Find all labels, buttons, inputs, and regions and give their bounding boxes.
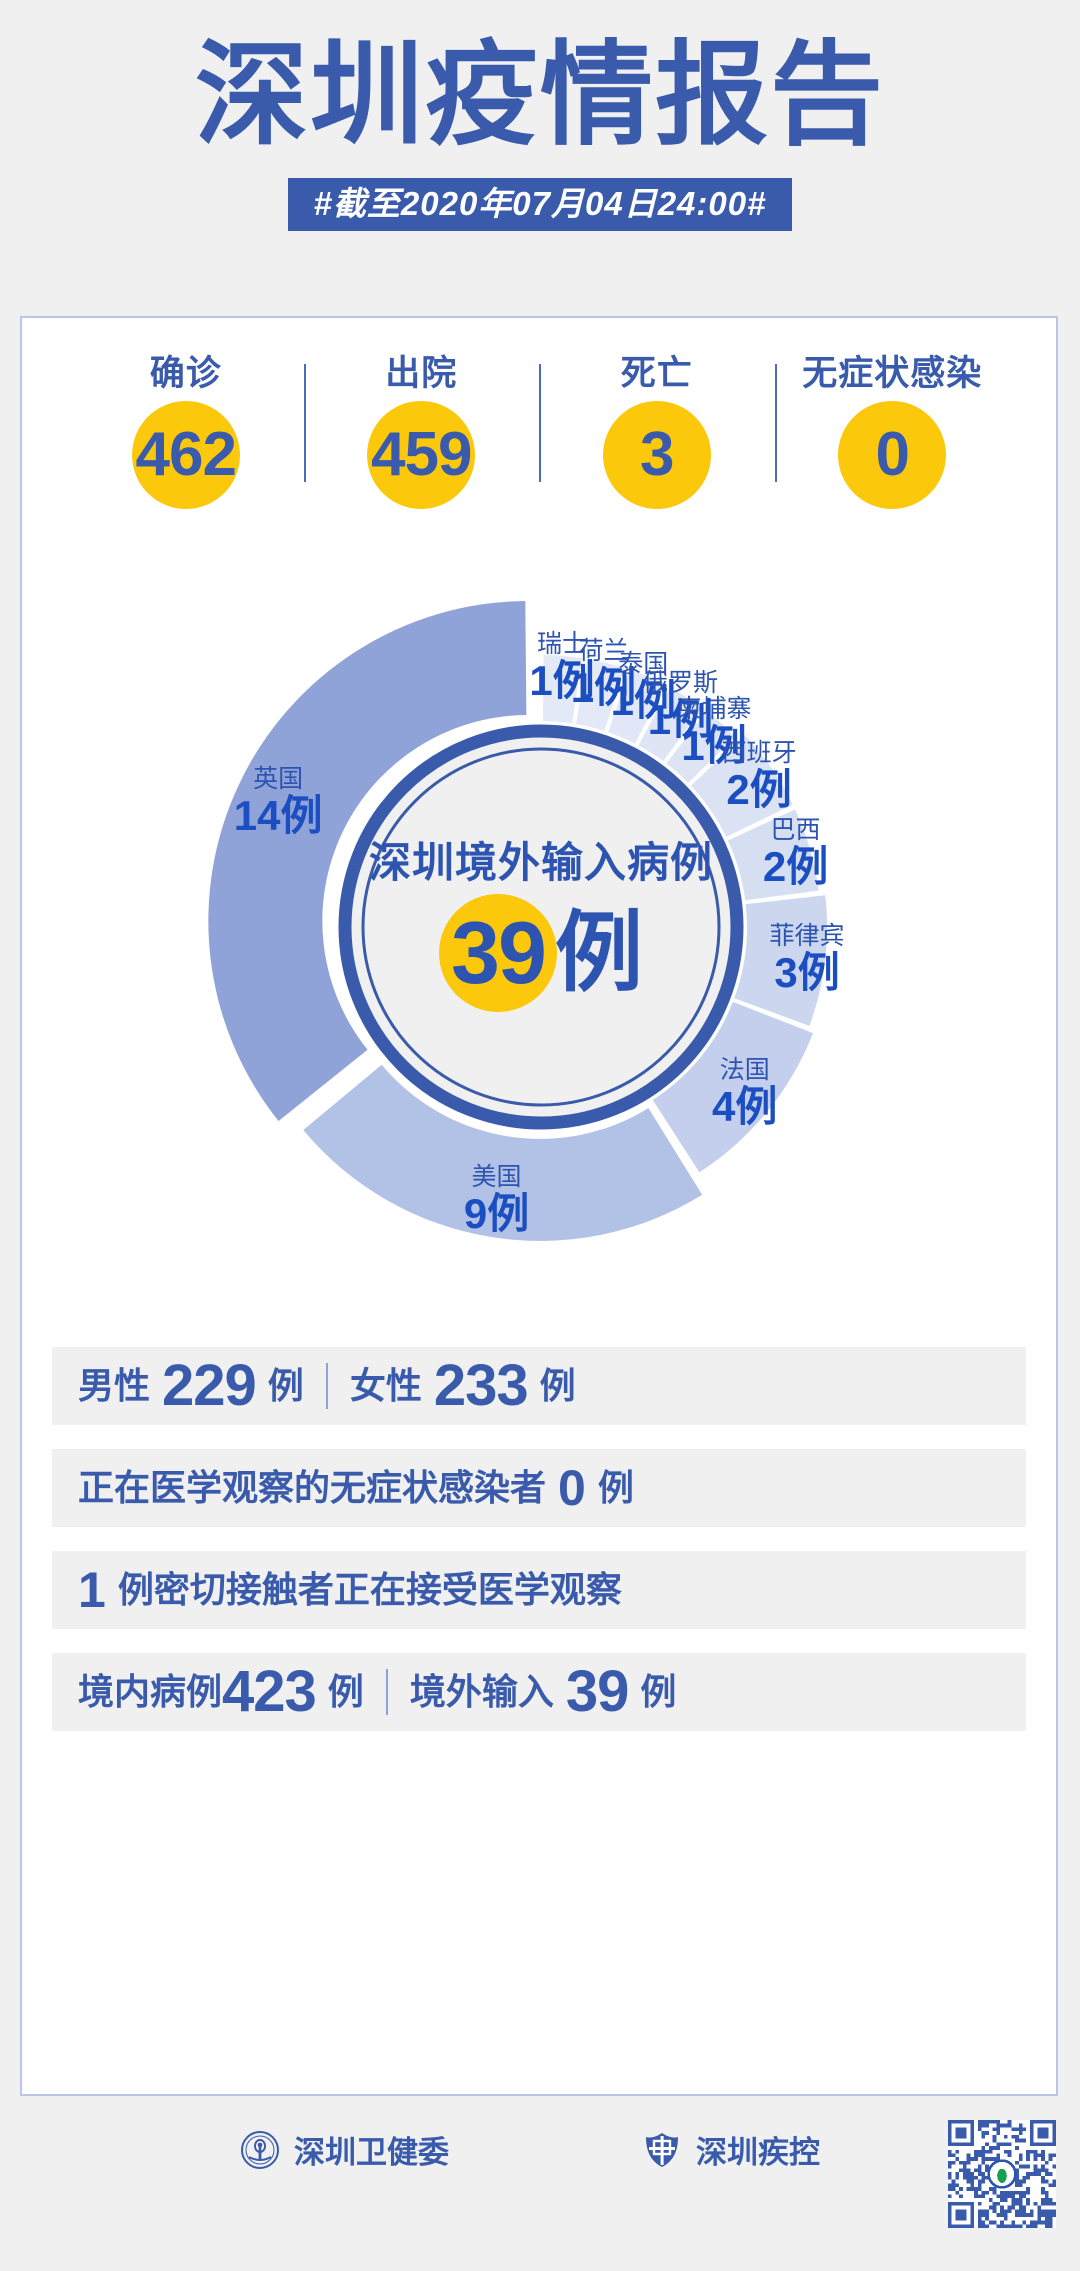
asymptomatic-unit: 例 (597, 1467, 634, 1508)
stat-asymptomatic: 无症状感染 0 (774, 354, 1011, 509)
stat-label: 确诊 (149, 354, 222, 393)
donut-svg (208, 601, 827, 1241)
female-unit: 例 (539, 1365, 576, 1406)
domestic-value: 423 (222, 1659, 317, 1724)
stat-value: 459 (371, 420, 472, 489)
asymptomatic-label: 正在医学观察的无症状感染者 (78, 1467, 547, 1508)
health-commission-emblem-icon (240, 2130, 280, 2175)
stat-label: 死亡 (620, 354, 693, 393)
close-contact-label: 例密切接触者正在接受医学观察 (117, 1569, 622, 1610)
report-date-banner: #截至2020年07月04日24:00# (287, 178, 793, 232)
donut-slice (542, 655, 583, 724)
page-footer: 深圳卫健委 深圳疾控 (0, 2108, 1080, 2268)
qr-code-icon[interactable] (948, 2120, 1056, 2228)
imported-unit: 例 (640, 1671, 677, 1712)
stat-discharged: 出院 459 (303, 354, 540, 509)
donut-slice (208, 601, 527, 1121)
cdc-shield-icon (642, 2130, 682, 2175)
imported-cases-donut-chart: 深圳境外输入病例 39 例 瑞士 1例 荷兰 1例 泰国 1例 俄罗斯 1例 柬埔寨 1例 西班牙 2… (22, 535, 1060, 1345)
stat-deaths: 死亡 3 (539, 356, 775, 509)
donut-slice (575, 658, 625, 731)
female-label: 女性 (349, 1365, 422, 1406)
stat-value: 462 (135, 420, 237, 489)
male-label: 男性 (78, 1365, 151, 1406)
info-row-asymptomatic-observation: 正在医学观察的无症状感染者 0 例 (52, 1449, 1026, 1527)
stat-label: 无症状感染 (802, 354, 983, 393)
domestic-unit: 例 (327, 1671, 364, 1712)
stat-label: 出院 (385, 354, 458, 393)
brand-name: 深圳疾控 (696, 2135, 820, 2170)
brand-cdc[interactable]: 深圳疾控 (642, 2130, 820, 2175)
page-header: 深圳疫情报告 #截至2020年07月04日24:00# (0, 0, 1080, 232)
domestic-label: 境内病例 (78, 1671, 223, 1712)
donut-slice (303, 1064, 703, 1241)
info-rows: 男性 229 例 女性 233 例 正在医学观察的无症状感染者 0 例 1 例密… (22, 1347, 1056, 1731)
donut-slice (638, 687, 703, 762)
donut-slice (652, 1001, 814, 1173)
imported-label: 境外输入 (409, 1671, 554, 1712)
male-unit: 例 (267, 1365, 304, 1406)
stat-bubble: 462 (131, 401, 240, 509)
brand-name: 深圳卫健委 (294, 2135, 449, 2170)
imported-value: 39 (565, 1659, 630, 1724)
stat-bubble: 459 (367, 401, 476, 509)
stat-bubble: 3 (602, 401, 711, 509)
footer-brands: 深圳卫健委 深圳疾控 (240, 2130, 820, 2175)
stat-bubble: 0 (838, 401, 947, 509)
donut-slice (734, 895, 827, 1026)
divider (385, 1669, 388, 1715)
summary-stats-row: 确诊 462 出院 459 死亡 3 无症状感染 0 (22, 318, 1056, 509)
subtitle-wrapper: #截至2020年07月04日24:00# (0, 178, 1080, 232)
male-value: 229 (162, 1353, 257, 1418)
stat-confirmed: 确诊 462 (68, 356, 304, 509)
info-row-close-contacts: 1 例密切接触者正在接受医学观察 (52, 1551, 1026, 1629)
info-row-case-source: 境内病例 423 例 境外输入 39 例 (52, 1653, 1026, 1731)
donut-slice (690, 734, 793, 837)
page-title: 深圳疫情报告 (195, 32, 885, 158)
close-contact-value: 1 (78, 1562, 106, 1618)
donut-slice (727, 809, 819, 901)
main-card: 确诊 462 出院 459 死亡 3 无症状感染 0 (20, 316, 1058, 2096)
divider (325, 1363, 328, 1409)
female-value: 233 (433, 1353, 529, 1418)
donut-slice (608, 669, 666, 744)
asymptomatic-value: 0 (558, 1460, 586, 1516)
donut-inner-thin-ring (361, 747, 721, 1107)
info-row-gender: 男性 229 例 女性 233 例 (52, 1347, 1026, 1425)
donut-slice (666, 711, 736, 783)
stat-value: 3 (640, 420, 674, 489)
stat-value: 0 (875, 420, 910, 489)
brand-health-commission[interactable]: 深圳卫健委 (240, 2130, 449, 2175)
